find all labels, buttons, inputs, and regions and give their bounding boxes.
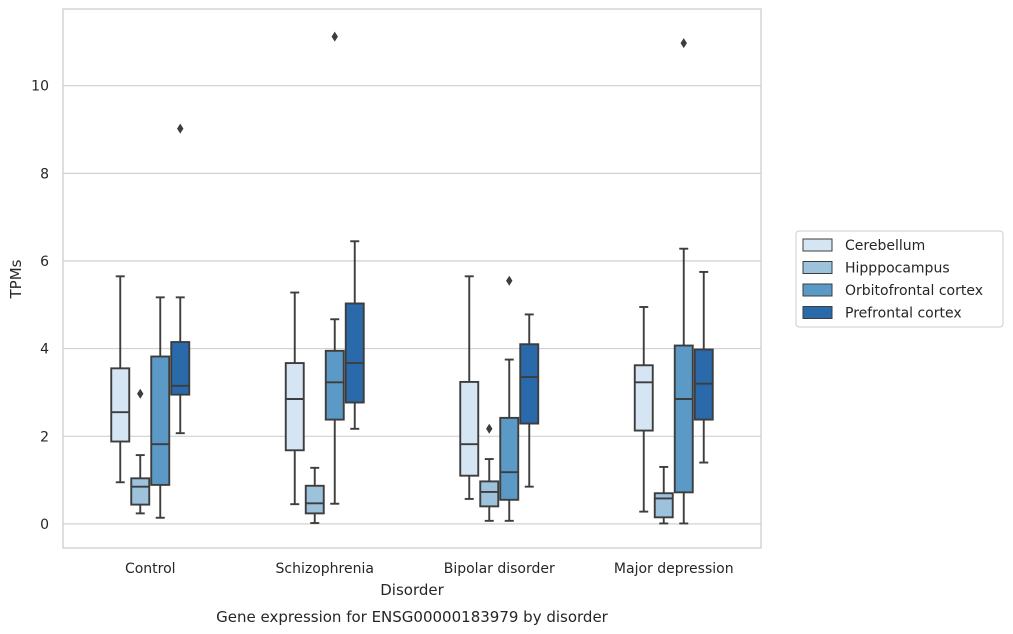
x-tick-1: Schizophrenia <box>276 561 374 577</box>
box-body <box>344 302 365 404</box>
box-3-3 <box>693 270 714 464</box>
box-1-3 <box>344 240 365 430</box>
outlier-point-0 <box>177 123 184 134</box>
box-0-2 <box>150 296 171 519</box>
box-body <box>170 341 191 396</box>
x-tick-0: Control <box>125 561 176 577</box>
chart-caption: Gene expression for ENSG00000183979 by d… <box>216 608 609 626</box>
legend-swatch-3 <box>802 306 833 319</box>
box-1-1 <box>304 466 325 524</box>
box-body <box>519 343 540 425</box>
box-body <box>459 380 480 477</box>
x-tick-3: Major depression <box>614 561 734 577</box>
box-0-3 <box>170 123 191 435</box>
legend-frame <box>795 230 1004 328</box>
x-tick-2: Bipolar disorder <box>444 561 555 577</box>
box-1-2 <box>324 31 345 505</box>
legend-swatch-1 <box>802 261 833 274</box>
box-body <box>653 492 674 519</box>
box-0-1 <box>130 388 151 515</box>
y-axis-label: TPMs <box>7 259 25 299</box>
legend: Cerebellum Hipppocampus Orbitofrontal cort… <box>795 230 1004 328</box>
box-1-0 <box>284 291 305 506</box>
box-body <box>284 362 305 452</box>
legend-label-2: Orbitofrontal cortex <box>845 283 983 299</box>
outlier-point-0 <box>506 275 513 286</box>
y-tick-6: 6 <box>40 254 49 270</box>
box-2-2 <box>499 275 520 522</box>
box-0-0 <box>110 275 131 484</box>
legend-label-0: Cerebellum <box>845 238 925 254</box>
box-groups <box>110 31 714 525</box>
y-tick-2: 2 <box>40 429 49 445</box>
y-tick-8: 8 <box>40 166 49 182</box>
x-tick-labels: Control Schizophrenia Bipolar disorder Majo… <box>125 561 734 577</box>
box-2-3 <box>519 313 540 488</box>
plot-frame <box>62 8 762 549</box>
legend-swatch-0 <box>802 238 833 252</box>
y-tick-labels: 0 2 4 6 8 10 <box>31 79 49 533</box>
outlier-point-0 <box>331 31 338 42</box>
y-tick-0: 0 <box>40 517 49 533</box>
box-3-0 <box>633 306 654 513</box>
box-3-2 <box>673 38 694 525</box>
box-body <box>110 367 131 443</box>
x-axis-label: Disorder <box>380 581 444 599</box>
y-tick-10: 10 <box>31 79 49 95</box>
legend-label-1: Hipppocampus <box>845 261 950 277</box>
outlier-point-0 <box>137 388 144 399</box>
legend-label-3: Prefrontal cortex <box>845 306 962 322</box>
outlier-point-0 <box>486 423 493 434</box>
box-body <box>673 344 694 494</box>
box-body <box>479 480 500 508</box>
box-body <box>130 477 151 506</box>
box-2-0 <box>459 275 480 500</box>
y-tick-4: 4 <box>40 342 49 358</box>
box-3-1 <box>653 465 674 525</box>
box-body <box>150 355 171 486</box>
box-body <box>324 349 345 421</box>
outlier-point-0 <box>680 38 687 49</box>
box-body <box>633 364 654 432</box>
legend-swatch-2 <box>802 283 833 297</box>
box-body <box>499 416 520 501</box>
box-body <box>304 484 325 515</box>
box-2-1 <box>479 423 500 522</box>
